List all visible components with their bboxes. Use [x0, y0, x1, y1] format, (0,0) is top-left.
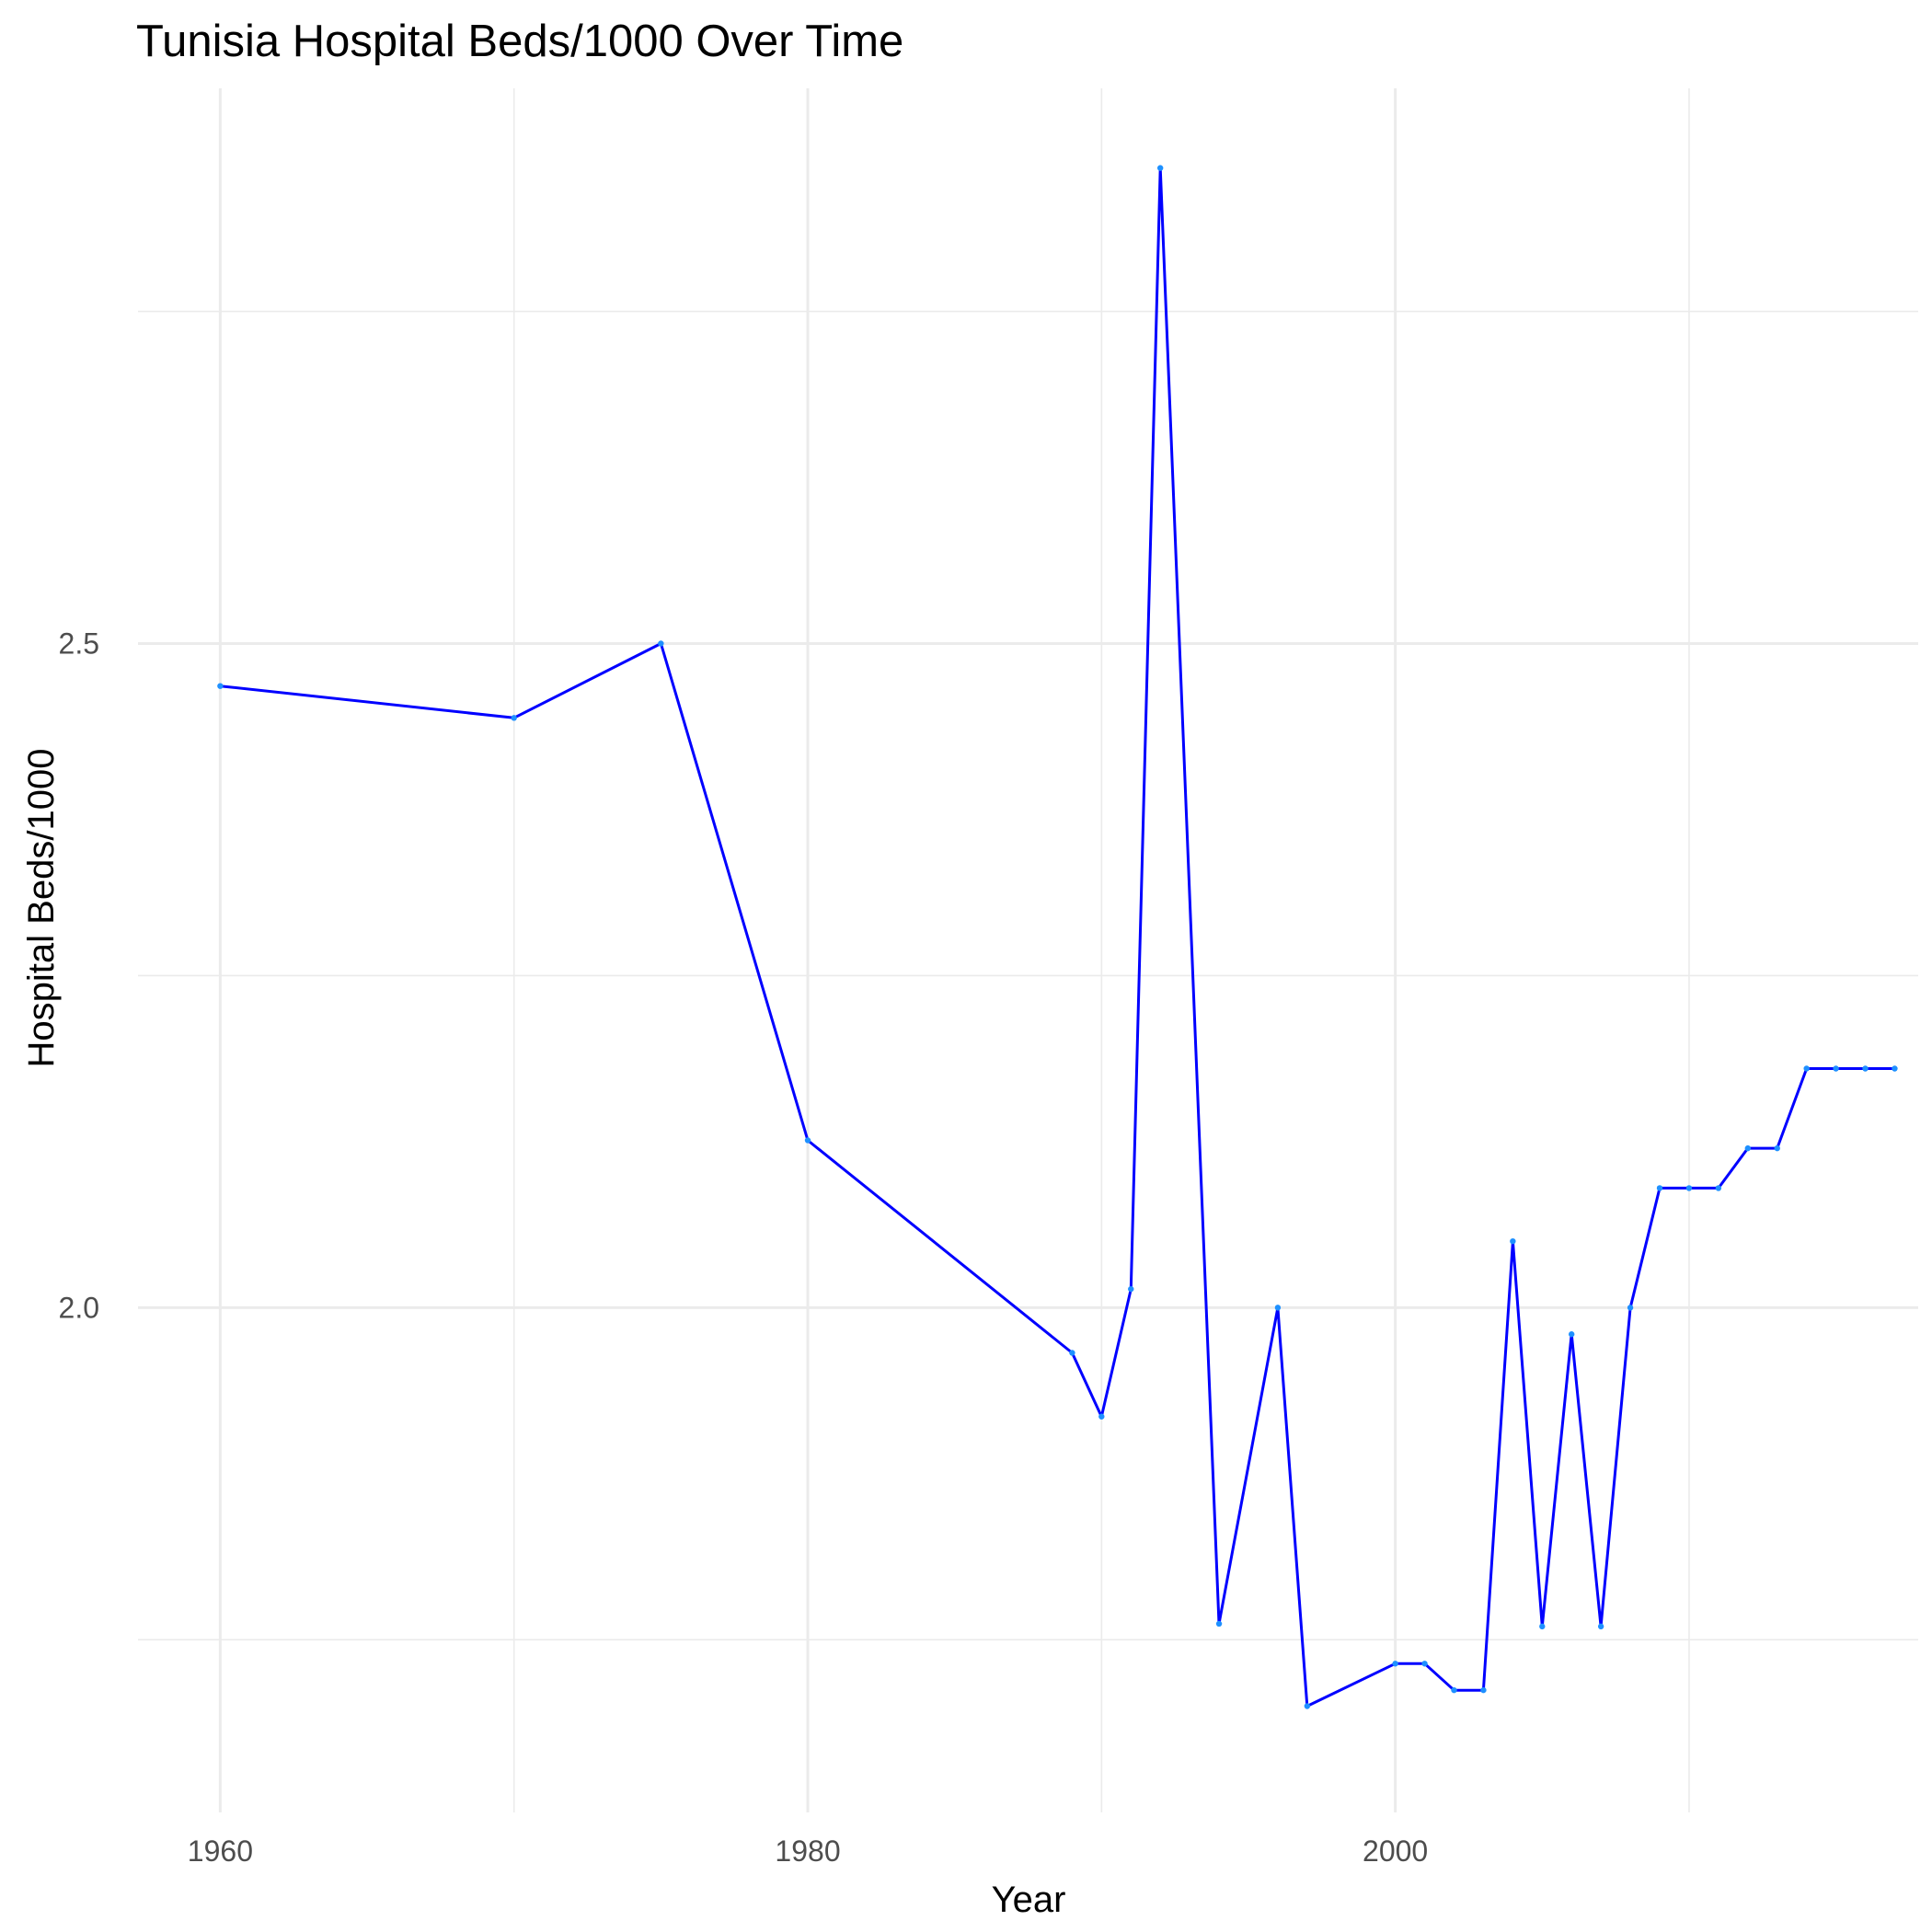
data-point	[1833, 1065, 1839, 1072]
data-point	[1803, 1065, 1810, 1072]
data-points	[217, 165, 1898, 1709]
data-point	[1156, 165, 1164, 171]
data-point	[511, 715, 517, 721]
data-point	[1421, 1661, 1428, 1667]
x-axis-title: Year	[992, 1880, 1066, 1920]
data-point	[217, 683, 224, 689]
y-tick-label: 2.5	[59, 627, 99, 660]
data-point	[1304, 1703, 1311, 1709]
data-point	[1862, 1065, 1869, 1072]
data-point	[1098, 1413, 1105, 1420]
data-point	[1715, 1185, 1722, 1191]
data-point	[1128, 1285, 1134, 1293]
data-point	[1274, 1305, 1282, 1311]
x-tick-label: 1980	[775, 1834, 840, 1868]
data-point	[1510, 1237, 1516, 1245]
grid	[138, 88, 1918, 1812]
data-point	[1539, 1623, 1546, 1630]
y-axis-title: Hospital Beds/1000	[21, 749, 62, 1068]
y-tick-label: 2.0	[59, 1291, 99, 1324]
chart-title: Tunisia Hospital Beds/1000 Over Time	[136, 17, 903, 66]
data-point	[1774, 1144, 1780, 1152]
data-point	[1656, 1185, 1663, 1191]
data-point	[1685, 1185, 1693, 1191]
data-point	[1627, 1305, 1634, 1311]
data-point	[1569, 1331, 1575, 1338]
data-point	[1069, 1350, 1075, 1356]
data-point	[1451, 1686, 1457, 1694]
x-tick-label: 2000	[1363, 1834, 1428, 1868]
data-point	[1480, 1686, 1487, 1694]
data-point	[1215, 1620, 1223, 1627]
data-point	[804, 1137, 811, 1144]
tick-labels: 2.0 2.5 1960 1980 2000	[59, 627, 1429, 1868]
data-point	[1744, 1144, 1752, 1152]
data-point	[658, 640, 664, 647]
x-tick-label: 1960	[188, 1834, 253, 1868]
data-point	[1892, 1065, 1898, 1072]
data-point	[1597, 1623, 1604, 1630]
data-point	[1392, 1661, 1398, 1667]
